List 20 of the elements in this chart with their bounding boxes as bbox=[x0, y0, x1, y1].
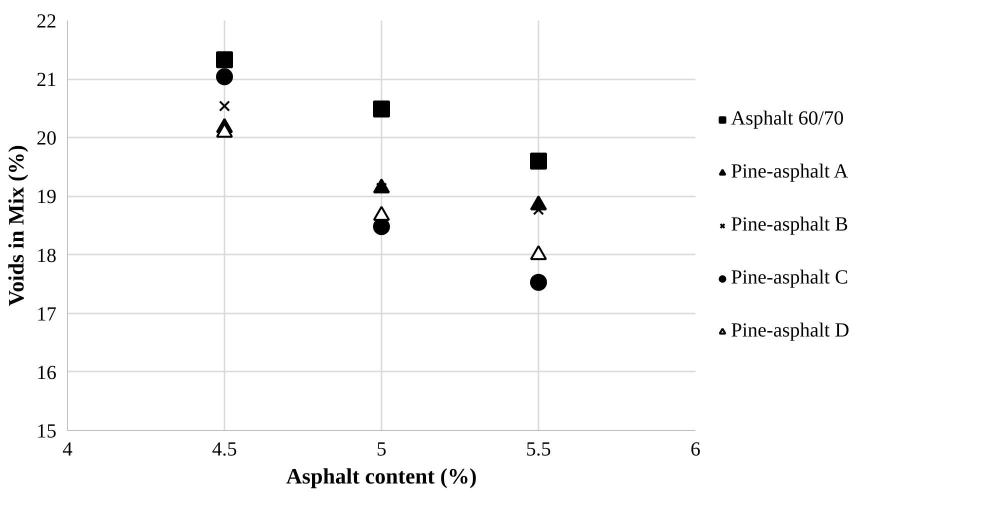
x-axis-title: Asphalt content (%) bbox=[286, 464, 477, 488]
legend-label: Pine-asphalt D bbox=[731, 320, 850, 342]
y-axis-title: Voids in Mix (%) bbox=[4, 144, 28, 306]
legend-label: Pine-asphalt B bbox=[731, 214, 848, 236]
y-tick-label: 17 bbox=[36, 303, 56, 326]
y-tick-label: 16 bbox=[36, 362, 56, 384]
legend-label: Pine-asphalt C bbox=[731, 266, 848, 290]
y-tick-label: 18 bbox=[36, 244, 56, 267]
x-tick-label: 6 bbox=[690, 438, 700, 460]
x-tick-label: 5.5 bbox=[526, 438, 551, 460]
legend-label: Asphalt 60/70 bbox=[731, 108, 844, 130]
x-tick-label: 4 bbox=[62, 438, 72, 460]
y-tick-label: 21 bbox=[36, 69, 56, 92]
y-tick-label: 20 bbox=[36, 128, 56, 150]
y-tick-label: 19 bbox=[36, 186, 56, 208]
x-tick-label: 4.5 bbox=[212, 438, 237, 460]
x-tick-label: 5 bbox=[376, 438, 386, 460]
y-tick-label: 15 bbox=[36, 420, 56, 442]
y-tick-label: 22 bbox=[36, 10, 56, 32]
legend-label: Pine-asphalt A bbox=[731, 160, 848, 184]
